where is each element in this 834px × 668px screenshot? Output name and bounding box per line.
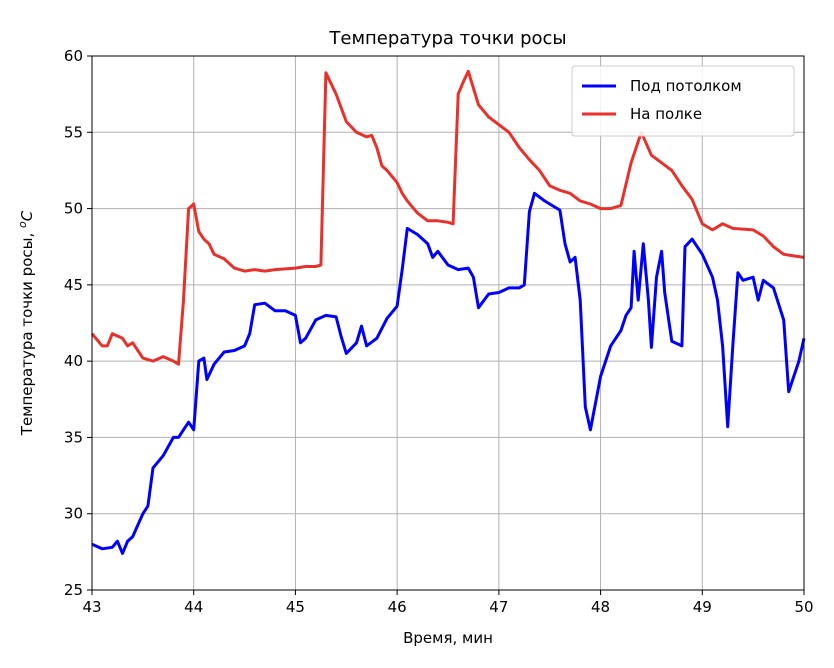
- y-axis-label-sup: o: [16, 221, 29, 228]
- y-tick-label: 45: [64, 276, 83, 294]
- x-tick-label: 49: [693, 598, 712, 616]
- y-tick-label: 60: [64, 47, 83, 65]
- y-axis-label: Температура точки росы, oC: [16, 210, 36, 436]
- y-tick-label: 55: [64, 123, 83, 141]
- series-line: [91, 191, 806, 555]
- legend-box: [571, 65, 795, 137]
- legend: Под потолком На полке: [571, 65, 795, 137]
- y-tick-label: 50: [64, 200, 83, 218]
- y-axis-label-text: Температура точки росы,: [18, 228, 36, 436]
- chart-title: Температура точки росы: [328, 28, 566, 49]
- x-tick-label: 43: [82, 598, 101, 616]
- x-tick-label: 46: [388, 598, 407, 616]
- x-axis-label: Время, мин: [403, 629, 493, 647]
- y-tick-label: 40: [64, 352, 83, 370]
- series-line: [90, 69, 805, 366]
- y-tick-label: 35: [64, 428, 83, 446]
- plot-frame: [91, 55, 805, 591]
- x-tick-label: 44: [184, 598, 203, 616]
- x-tick-label: 50: [794, 598, 813, 616]
- legend-label: Под потолком: [630, 77, 742, 95]
- y-tick-label: 30: [64, 505, 83, 523]
- x-tick-label: 45: [286, 598, 305, 616]
- legend-label: На полке: [630, 105, 702, 123]
- y-axis-label-unit: C: [18, 210, 36, 221]
- x-tick-label: 48: [591, 598, 610, 616]
- y-tick-label: 25: [64, 581, 83, 599]
- x-tick-label: 47: [489, 598, 508, 616]
